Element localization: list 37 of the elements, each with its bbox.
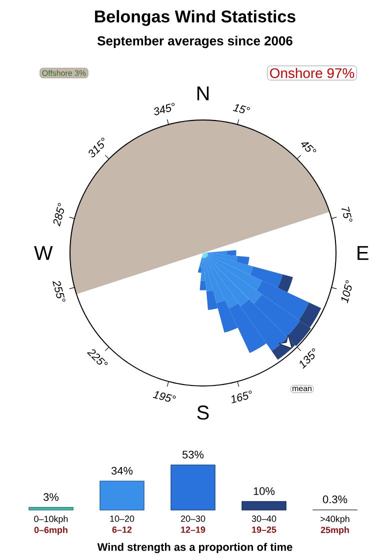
x-tick-label: 20–30 <box>180 516 206 522</box>
text: 255° <box>52 281 66 302</box>
text: E <box>358 246 368 260</box>
data-label: 10% <box>254 487 275 495</box>
text: 45° <box>301 142 316 152</box>
bar <box>28 507 74 510</box>
text: 0–6mph <box>34 526 68 535</box>
text: 195° <box>152 391 176 402</box>
text: 6–12 <box>112 526 132 533</box>
text: 15° <box>232 104 250 114</box>
text: 12–19 <box>181 526 206 533</box>
text: 165° <box>232 390 252 404</box>
x-tick-label: 30–40 <box>252 516 276 522</box>
bar <box>170 464 216 510</box>
data-label: 0.3% <box>322 495 348 504</box>
data-label: 3% <box>44 493 59 501</box>
text: Belongas Wind Statistics <box>95 10 296 26</box>
text: 225° <box>86 349 108 365</box>
text: 105° <box>341 280 352 304</box>
x-tick-label: 0–10kph <box>34 516 68 524</box>
data-label: 34% <box>111 466 133 475</box>
text: September averages since 2006 <box>97 36 292 48</box>
text: N <box>197 86 209 100</box>
text: 345° <box>154 102 175 116</box>
x-axis-title: Wind strength as a proportion of time <box>97 542 292 554</box>
bar <box>242 501 286 510</box>
x-tick-label: >40kph <box>320 516 350 524</box>
text: 19–25 <box>252 526 276 533</box>
text: 25mph <box>320 526 349 535</box>
text: Onshore 97% <box>270 68 354 78</box>
text: S <box>197 406 209 420</box>
x-tick-label: 10–20 <box>110 516 134 522</box>
text: W <box>34 246 53 260</box>
text: 285° <box>53 203 64 226</box>
bar <box>100 480 144 510</box>
data-label: 53% <box>182 450 204 458</box>
text: 75° <box>341 206 352 222</box>
